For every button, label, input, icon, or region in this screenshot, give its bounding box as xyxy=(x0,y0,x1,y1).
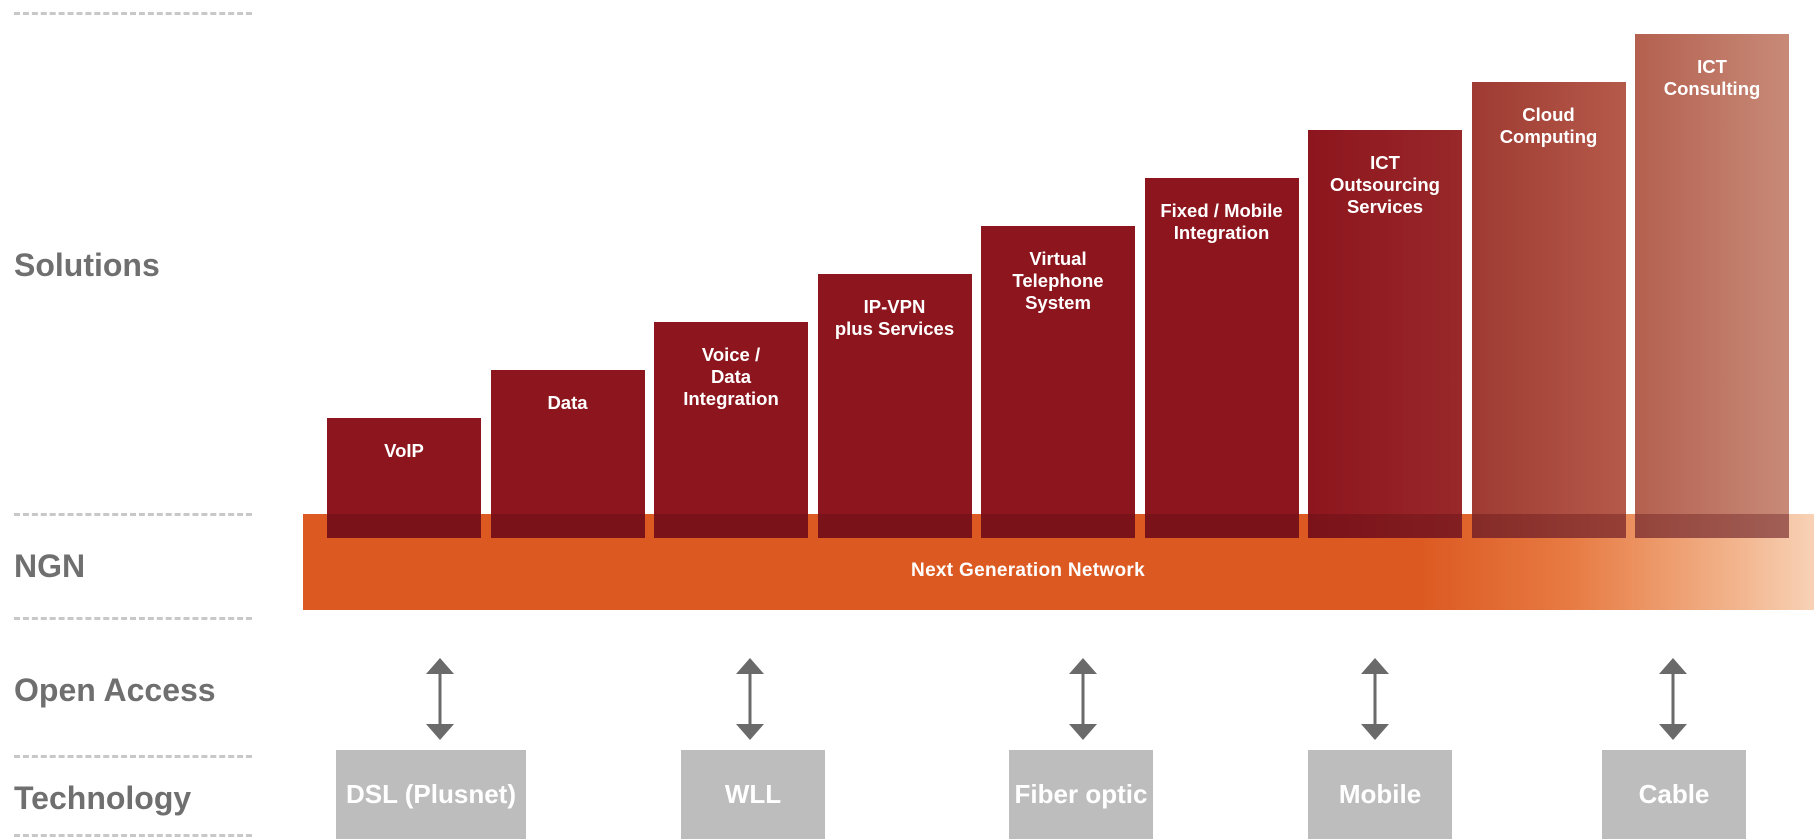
bar-band-overlap xyxy=(654,514,808,538)
solution-bar: Voice / Data Integration xyxy=(654,322,808,538)
bar-band-overlap xyxy=(490,514,645,538)
row-divider xyxy=(14,834,252,837)
bar-band-overlap xyxy=(1471,514,1626,538)
double-arrow-icon xyxy=(1659,658,1687,740)
solution-bar-label: IP-VPN plus Services xyxy=(834,296,955,339)
solution-bar: ICT Consulting xyxy=(1635,34,1789,538)
technology-label: DSL (Plusnet) xyxy=(346,779,516,809)
double-arrow-icon xyxy=(1361,658,1389,740)
row-divider xyxy=(14,617,252,620)
row-divider xyxy=(14,513,252,516)
row-divider xyxy=(14,755,252,758)
solution-bar: VoIP xyxy=(327,418,481,538)
solution-bar-label: Cloud Computing xyxy=(1499,104,1598,147)
bar-band-overlap xyxy=(327,514,481,538)
technology-box: DSL (Plusnet) xyxy=(336,750,526,839)
technology-label: Mobile xyxy=(1338,779,1422,809)
solution-bar: Data xyxy=(490,370,645,538)
solution-bar-label: ICT Consulting xyxy=(1663,56,1761,99)
solution-bar-label: ICT Outsourcing Services xyxy=(1330,152,1440,217)
technology-label: WLL xyxy=(724,779,782,809)
ngn-band-label: Next Generation Network xyxy=(911,560,1145,581)
solution-bar-label: Virtual Telephone System xyxy=(1012,248,1104,313)
row-label-open-access: Open Access xyxy=(14,672,216,708)
bar-band-overlap xyxy=(1308,514,1462,538)
double-arrow-icon xyxy=(736,658,764,740)
bar-band-overlap xyxy=(1635,514,1789,538)
solution-bar: IP-VPN plus Services xyxy=(817,274,972,538)
technology-box: Cable xyxy=(1602,750,1746,839)
row-label-solutions: Solutions xyxy=(14,247,160,283)
technology-box: WLL xyxy=(681,750,825,839)
technology-label: Fiber optic xyxy=(1014,779,1148,809)
double-arrow-icon xyxy=(426,658,454,740)
double-arrow-icon xyxy=(1069,658,1097,740)
solution-bar: Fixed / Mobile Integration xyxy=(1144,178,1299,538)
technology-box: Fiber optic xyxy=(1009,750,1153,839)
row-divider xyxy=(14,12,252,15)
row-label-technology: Technology xyxy=(14,780,192,816)
row-label-ngn: NGN xyxy=(14,548,86,584)
technology-label: Cable xyxy=(1638,779,1710,809)
solution-bar-label: VoIP xyxy=(384,440,424,461)
solution-bar: ICT Outsourcing Services xyxy=(1308,130,1462,538)
bar-band-overlap xyxy=(817,514,972,538)
bar-band-overlap xyxy=(1144,514,1299,538)
solution-bar: Cloud Computing xyxy=(1471,82,1626,538)
solution-bar-label: Data xyxy=(547,392,588,413)
solution-bar-label: Voice / Data Integration xyxy=(683,344,779,409)
bar-band-overlap xyxy=(981,514,1135,538)
technology-box: Mobile xyxy=(1308,750,1452,839)
solution-bar-label: Fixed / Mobile Integration xyxy=(1160,200,1283,243)
solution-bar: Virtual Telephone System xyxy=(981,226,1135,538)
